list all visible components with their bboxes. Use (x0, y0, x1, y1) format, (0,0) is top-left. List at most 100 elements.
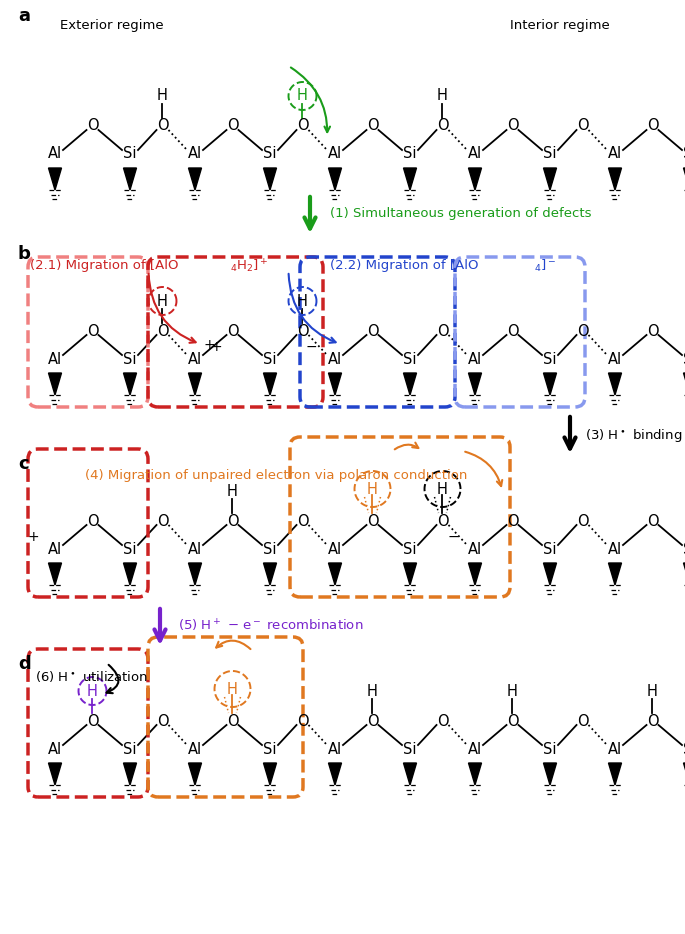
Polygon shape (543, 763, 556, 785)
Text: Si: Si (683, 542, 685, 557)
Text: O: O (227, 514, 238, 529)
Text: H: H (297, 89, 308, 104)
Polygon shape (469, 168, 482, 190)
Polygon shape (264, 763, 277, 785)
Text: Si: Si (403, 542, 416, 557)
Polygon shape (608, 563, 621, 585)
Polygon shape (403, 563, 416, 585)
Text: Si: Si (263, 742, 277, 757)
Text: O: O (297, 119, 308, 134)
Text: a: a (18, 7, 30, 25)
Polygon shape (329, 373, 342, 395)
Text: O: O (577, 514, 588, 529)
Polygon shape (608, 168, 621, 190)
Text: H: H (157, 293, 168, 308)
Text: O: O (436, 514, 448, 529)
Text: $_4$]$^-$: $_4$]$^-$ (534, 258, 556, 274)
Text: Exterior regime: Exterior regime (60, 20, 164, 33)
Text: Si: Si (123, 351, 137, 366)
Text: H: H (647, 684, 658, 699)
Text: O: O (507, 514, 519, 529)
Text: Al: Al (48, 147, 62, 162)
Text: Si: Si (123, 147, 137, 162)
Polygon shape (123, 373, 136, 395)
Text: O: O (297, 714, 308, 729)
Polygon shape (49, 373, 62, 395)
Text: O: O (507, 323, 519, 338)
Text: Al: Al (328, 351, 342, 366)
Polygon shape (543, 563, 556, 585)
Text: Interior regime: Interior regime (510, 20, 610, 33)
Polygon shape (403, 763, 416, 785)
Text: −: − (447, 530, 459, 544)
Text: c: c (18, 455, 29, 473)
Text: O: O (227, 714, 238, 729)
Text: Si: Si (683, 351, 685, 366)
Polygon shape (49, 563, 62, 585)
Text: H: H (507, 684, 518, 699)
Text: Al: Al (188, 742, 202, 757)
Text: Al: Al (608, 147, 622, 162)
Text: −: − (306, 340, 317, 354)
Text: O: O (297, 323, 308, 338)
Text: Al: Al (48, 542, 62, 557)
Text: (5) H$^+$ − e$^-$ recombination: (5) H$^+$ − e$^-$ recombination (178, 618, 364, 634)
Polygon shape (608, 373, 621, 395)
Text: H: H (227, 682, 238, 697)
Text: Si: Si (543, 742, 557, 757)
Polygon shape (49, 763, 62, 785)
Text: H: H (227, 484, 238, 499)
Text: O: O (507, 119, 519, 134)
Polygon shape (264, 563, 277, 585)
Text: Si: Si (263, 351, 277, 366)
Text: Si: Si (683, 742, 685, 757)
Polygon shape (188, 373, 201, 395)
Text: Si: Si (403, 351, 416, 366)
Text: Al: Al (468, 351, 482, 366)
Text: Si: Si (403, 742, 416, 757)
Text: Al: Al (468, 742, 482, 757)
Text: Al: Al (188, 147, 202, 162)
Text: O: O (87, 323, 99, 338)
Polygon shape (469, 563, 482, 585)
Text: O: O (436, 323, 448, 338)
Text: Si: Si (403, 147, 416, 162)
Text: O: O (436, 119, 448, 134)
Text: H: H (437, 89, 448, 104)
Text: O: O (366, 514, 378, 529)
Text: O: O (227, 323, 238, 338)
Text: O: O (87, 514, 99, 529)
Text: Al: Al (328, 542, 342, 557)
Text: O: O (157, 323, 169, 338)
Text: H: H (367, 482, 378, 497)
Polygon shape (123, 168, 136, 190)
Text: (2.1) Migration of [AlO: (2.1) Migration of [AlO (30, 260, 179, 273)
Text: +: + (27, 530, 39, 544)
Text: (1) Simultaneous generation of defects: (1) Simultaneous generation of defects (330, 207, 592, 220)
Text: Si: Si (263, 542, 277, 557)
Text: O: O (647, 714, 658, 729)
Text: Si: Si (123, 542, 137, 557)
Text: O: O (366, 119, 378, 134)
Polygon shape (188, 563, 201, 585)
Text: Al: Al (328, 147, 342, 162)
Text: Si: Si (543, 351, 557, 366)
Text: H: H (437, 482, 448, 497)
Text: O: O (577, 323, 588, 338)
Text: +: + (211, 340, 223, 354)
Text: Al: Al (608, 351, 622, 366)
Polygon shape (49, 168, 62, 190)
Polygon shape (469, 763, 482, 785)
Text: Al: Al (188, 351, 202, 366)
Text: Si: Si (263, 147, 277, 162)
Text: Al: Al (468, 542, 482, 557)
Text: O: O (507, 714, 519, 729)
Polygon shape (543, 373, 556, 395)
Text: H: H (87, 684, 98, 699)
Polygon shape (329, 168, 342, 190)
Text: O: O (297, 514, 308, 529)
Text: Al: Al (608, 742, 622, 757)
Text: O: O (157, 119, 169, 134)
Text: Si: Si (683, 147, 685, 162)
Polygon shape (543, 168, 556, 190)
